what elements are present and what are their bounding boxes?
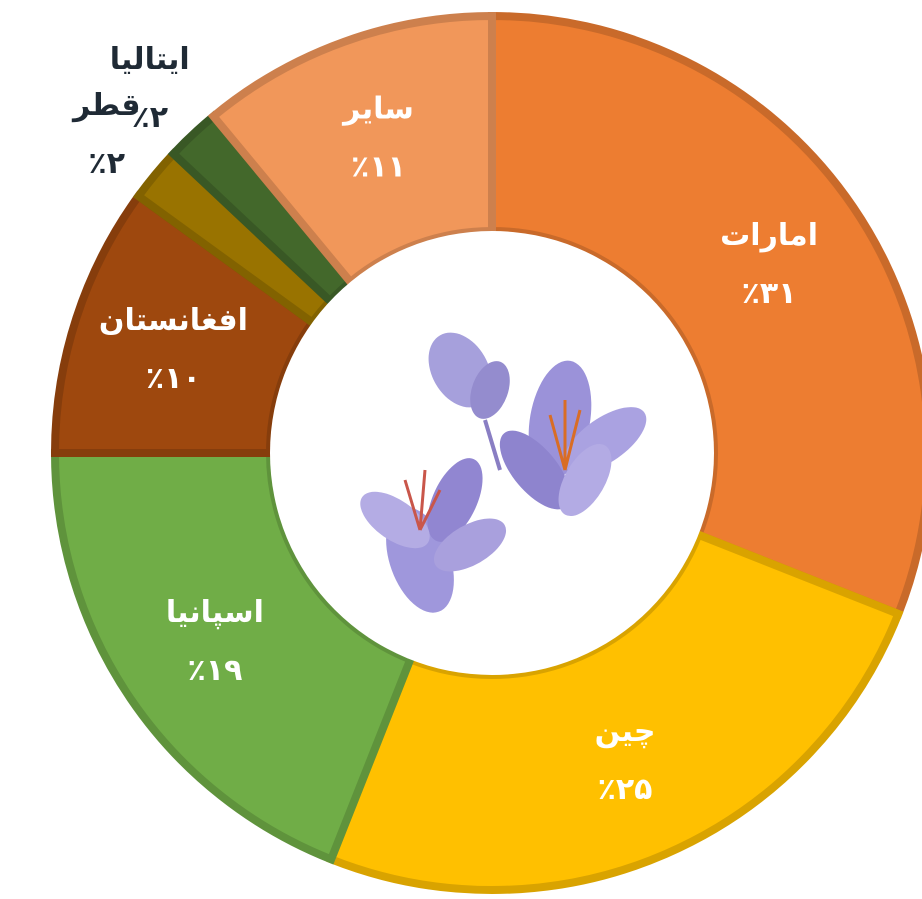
slice-label: افغانستان bbox=[99, 303, 248, 338]
page: {"chart_data": { "type": "donut", "categ… bbox=[0, 0, 922, 899]
value-label: ٪۱۱ bbox=[351, 149, 406, 184]
slice-label: قطر bbox=[71, 88, 141, 123]
value-label: ٪۳۱ bbox=[742, 276, 797, 311]
chart: امارات ٪۳۱ چین ٪۲۵ اسپانیا ٪۱۹ افغانستان ٪۱۰ قطر… bbox=[0, 0, 922, 899]
slice-label: ایتالیا bbox=[110, 42, 190, 77]
value-label: ٪۱۹ bbox=[187, 653, 242, 688]
center-illustration bbox=[270, 231, 714, 675]
slice-label: اسپانیا bbox=[166, 595, 264, 630]
value-label: ٪۲۵ bbox=[598, 772, 653, 807]
value-label: ٪۲ bbox=[131, 100, 168, 135]
center-circle bbox=[270, 231, 714, 675]
value-label: ٪۱۰ bbox=[146, 361, 201, 396]
slice-label: امارات bbox=[720, 218, 818, 253]
slice-label: سایر bbox=[341, 91, 414, 126]
slice-label: چین bbox=[595, 714, 656, 749]
value-label: ٪۲ bbox=[88, 146, 125, 181]
